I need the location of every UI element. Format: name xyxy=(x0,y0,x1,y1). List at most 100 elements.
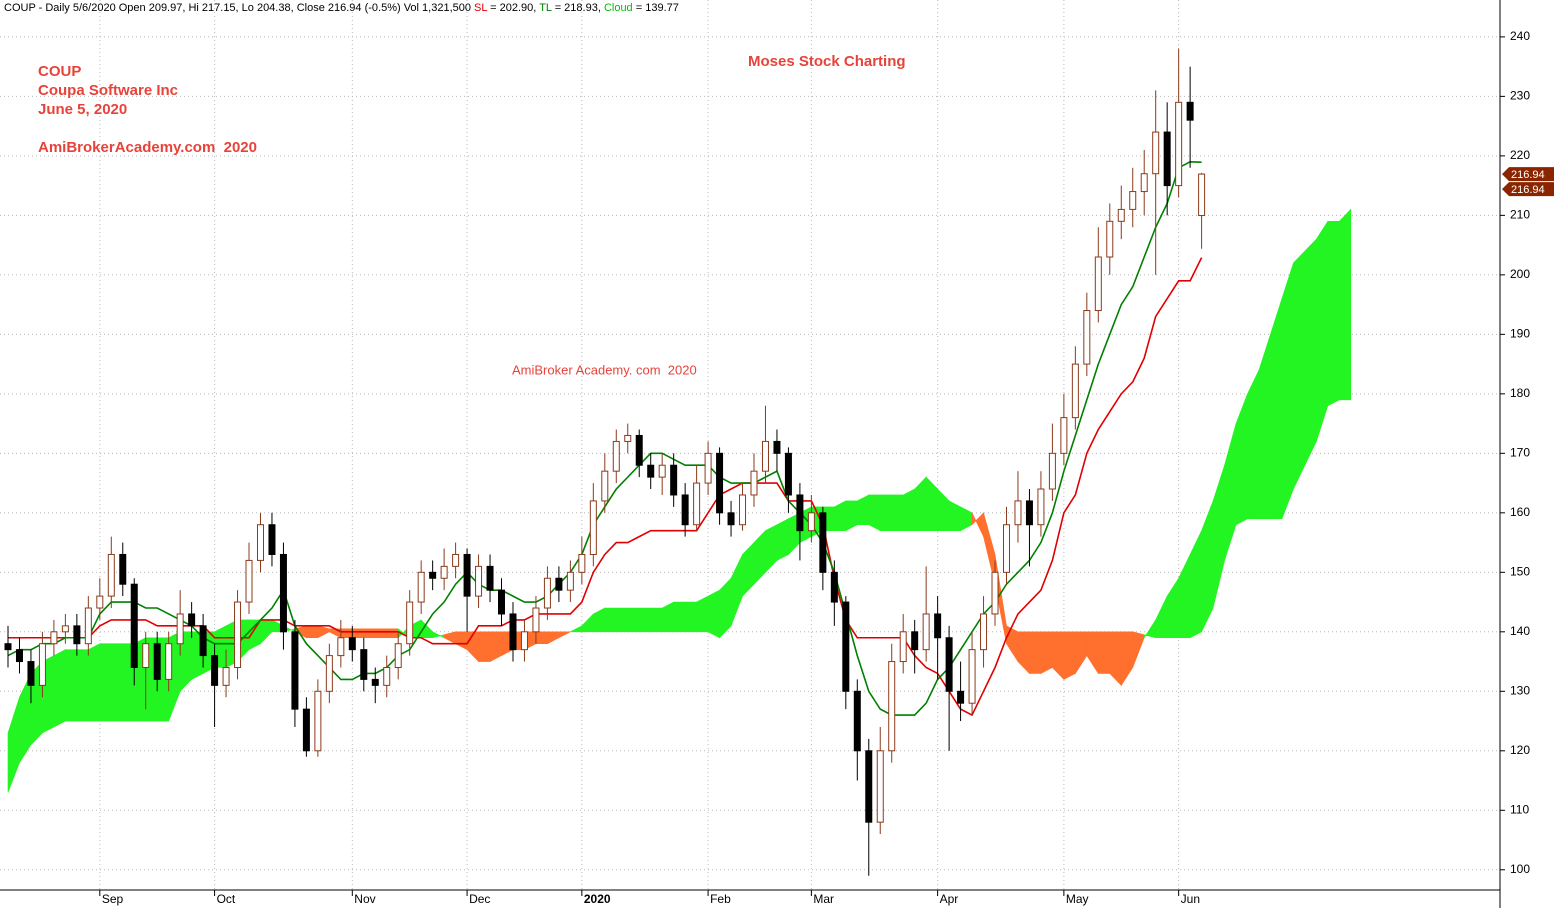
cloud-segment xyxy=(1063,631,1076,680)
header-text: COUP - Daily 5/6/2020 Open 209.97, Hi 21… xyxy=(4,2,474,14)
y-tick-label: 180 xyxy=(1510,386,1530,400)
candle-body xyxy=(245,559,253,603)
candle-body xyxy=(509,613,517,651)
cloud-segment xyxy=(455,631,468,651)
x-tick-label: Dec xyxy=(469,892,490,906)
cloud-segment xyxy=(661,601,674,633)
candle-body xyxy=(130,583,138,669)
y-tick-label: 140 xyxy=(1510,624,1530,638)
candle-body xyxy=(153,643,161,680)
cloud-segment xyxy=(535,631,548,645)
y-tick-label: 200 xyxy=(1510,267,1530,281)
candle-body xyxy=(314,690,322,752)
cloud-segment xyxy=(937,488,950,531)
price-tag-label: 216.94 xyxy=(1511,184,1545,196)
cloud-segment xyxy=(1224,423,1237,561)
candle-body xyxy=(107,553,115,597)
annotation: Coupa Software Inc xyxy=(38,82,178,99)
cloud-segment xyxy=(1316,220,1329,442)
cloud-segment xyxy=(1109,631,1122,687)
cloud-segment xyxy=(1327,221,1340,407)
candle-body xyxy=(1071,363,1079,419)
cloud-segment xyxy=(730,554,743,626)
cloud-segment xyxy=(317,625,330,639)
candle-body xyxy=(612,440,620,472)
cloud-segment xyxy=(1270,298,1283,520)
candle-body xyxy=(1117,208,1125,222)
cloud-segment xyxy=(386,628,399,639)
candle-body xyxy=(727,512,735,526)
candle-body xyxy=(842,601,850,692)
cloud-segment xyxy=(1178,554,1191,639)
cloud-segment xyxy=(443,631,456,645)
candle-body xyxy=(417,571,425,603)
price-tag-label: 216.94 xyxy=(1511,169,1545,181)
annotation: AmiBroker Academy. com 2020 xyxy=(512,362,697,377)
candle-body xyxy=(784,452,792,496)
candle-body xyxy=(406,601,414,645)
cloud-segment xyxy=(1293,250,1306,490)
candle-body xyxy=(1060,417,1068,454)
cloud-segment xyxy=(581,613,594,633)
candle-body xyxy=(670,464,678,496)
x-tick-label: Mar xyxy=(813,892,834,906)
cloud-segment xyxy=(856,494,870,526)
x-tick-label: Feb xyxy=(710,892,731,906)
cloud-segment xyxy=(489,631,502,663)
cloud-segment xyxy=(53,649,66,728)
cloud-segment xyxy=(615,607,629,633)
candle-body xyxy=(888,661,896,752)
candle-body xyxy=(578,553,586,573)
cloud-segment xyxy=(650,607,663,633)
cloud-segment xyxy=(363,628,376,639)
candle-body xyxy=(1025,500,1033,526)
cloud-segment xyxy=(374,628,388,639)
candle-body xyxy=(394,643,402,668)
candle-body xyxy=(27,661,35,686)
x-tick-label: Sep xyxy=(102,892,124,906)
candle-body xyxy=(176,613,184,645)
cloud-segment xyxy=(879,494,893,531)
cloud-segment xyxy=(1247,369,1260,520)
cloud-segment xyxy=(547,631,560,645)
candle-body xyxy=(830,571,838,603)
annotation: June 5, 2020 xyxy=(38,101,127,118)
cloud-segment xyxy=(260,619,273,645)
candle-body xyxy=(371,678,379,686)
candle-body xyxy=(876,750,884,823)
candle-body xyxy=(165,643,173,680)
plot-area xyxy=(0,0,1500,890)
candle-body xyxy=(475,565,483,597)
candle-body xyxy=(1002,524,1010,573)
candle-body xyxy=(96,595,104,609)
x-tick-label: May xyxy=(1066,892,1089,906)
header-tl-value: = 218.93, xyxy=(552,2,604,14)
candle-body xyxy=(348,637,356,651)
candle-body xyxy=(360,649,368,680)
candle-body xyxy=(520,631,528,651)
candle-body xyxy=(911,631,919,651)
cloud-segment xyxy=(306,625,319,639)
cloud-segment xyxy=(1040,631,1053,674)
candle-body xyxy=(383,667,391,686)
candle-body xyxy=(750,470,758,496)
candle-body xyxy=(922,613,930,651)
candle-body xyxy=(73,625,81,645)
cloud-segment xyxy=(902,488,915,531)
candle-body xyxy=(934,613,942,639)
cloud-segment xyxy=(570,625,583,633)
cloud-segment xyxy=(845,500,858,532)
cloud-segment xyxy=(432,631,445,639)
cloud-segment xyxy=(1143,618,1156,639)
cloud-segment xyxy=(1017,631,1030,675)
cloud-segment xyxy=(696,595,709,633)
candle-body xyxy=(50,631,58,645)
y-tick-label: 150 xyxy=(1510,564,1530,578)
cloud-segment xyxy=(765,524,778,574)
candle-body xyxy=(1140,173,1148,193)
candle-body xyxy=(325,655,333,692)
candle-body xyxy=(807,512,815,532)
candle-body xyxy=(1152,131,1160,175)
candle-body xyxy=(463,553,471,597)
